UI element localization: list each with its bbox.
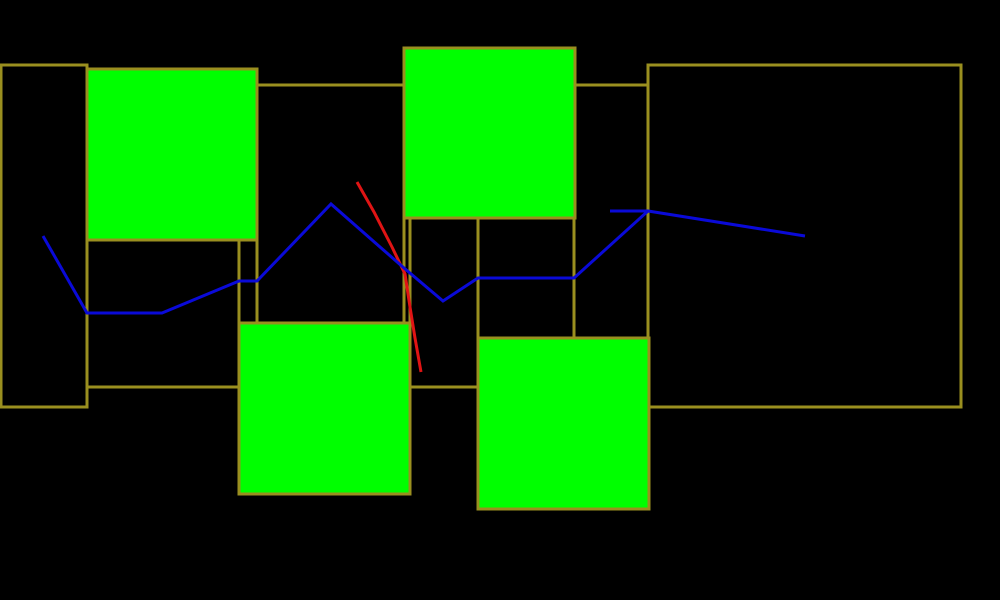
filled-box bbox=[237, 321, 412, 496]
filled-boxes bbox=[85, 46, 651, 511]
blue-path bbox=[41, 201, 806, 315]
outlined-box bbox=[646, 63, 963, 409]
filled-box bbox=[402, 46, 577, 220]
filled-box bbox=[476, 336, 651, 511]
filled-box bbox=[85, 67, 259, 242]
red-path bbox=[355, 181, 423, 373]
